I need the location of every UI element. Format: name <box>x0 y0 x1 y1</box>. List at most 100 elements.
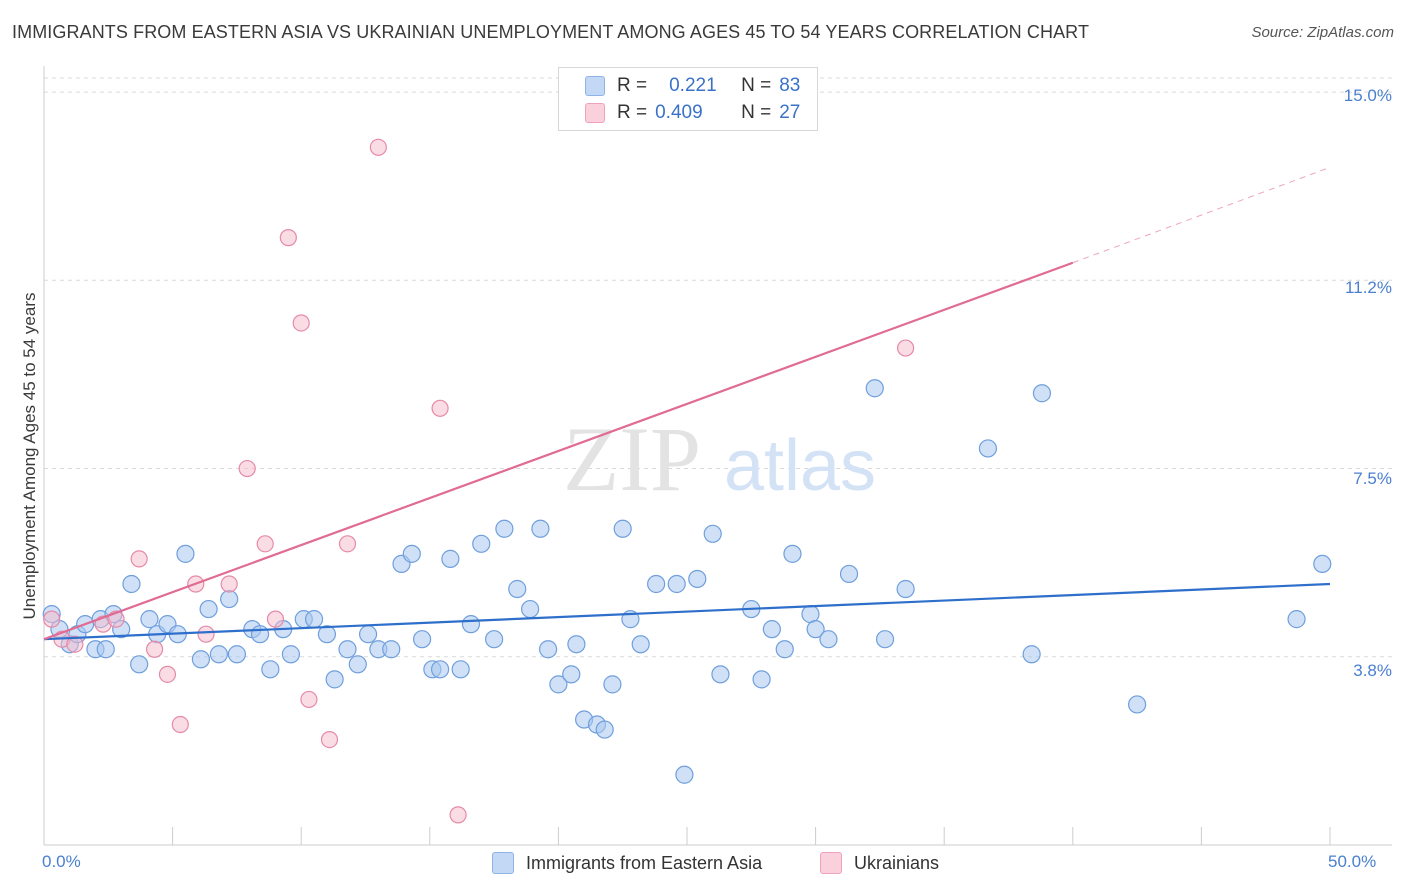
data-point-blue <box>191 650 210 669</box>
legend-n-value: 27 <box>779 102 801 123</box>
bottom-legend-swatch-pink <box>820 852 842 874</box>
data-point-pink <box>171 715 189 734</box>
data-point-pink <box>266 610 285 628</box>
watermark: ZIP atlas <box>563 408 876 510</box>
trend-line-pink <box>43 261 1074 641</box>
watermark-atlas: atlas <box>724 426 876 506</box>
data-point-blue <box>96 640 115 659</box>
data-point-blue <box>1032 384 1052 403</box>
data-point-blue <box>199 599 218 619</box>
data-point-blue <box>451 660 470 679</box>
chart-title: IMMIGRANTS FROM EASTERN ASIA VS UKRAINIA… <box>12 22 1090 42</box>
data-point-blue <box>711 665 730 684</box>
data-point-blue <box>176 544 195 563</box>
data-point-pink <box>220 575 238 593</box>
data-point-pink <box>256 535 274 553</box>
legend-swatch-pink <box>585 103 605 123</box>
data-point-pink <box>369 138 387 156</box>
data-point-pink <box>158 665 177 683</box>
data-point-blue <box>875 630 895 649</box>
data-point-blue <box>281 645 301 664</box>
data-point-blue <box>595 720 614 739</box>
data-point-blue <box>647 574 666 594</box>
bottom-legend: Immigrants from Eastern Asia Ukrainians <box>0 852 1406 876</box>
data-point-blue <box>806 620 825 639</box>
data-point-pink <box>338 535 357 553</box>
data-point-blue <box>261 660 280 679</box>
trend-lines <box>43 166 1331 641</box>
legend-r-value: 0.409 <box>655 102 703 123</box>
data-point-pink <box>145 640 164 658</box>
data-point-blue <box>978 439 998 458</box>
data-point-pink <box>449 806 467 824</box>
data-point-blue <box>317 625 337 644</box>
bottom-legend-item-blue: Immigrants from Eastern Asia <box>492 852 762 874</box>
data-point-blue <box>250 625 270 644</box>
data-point-blue <box>140 610 159 629</box>
data-point-blue <box>1022 645 1041 664</box>
data-point-pink <box>292 314 310 332</box>
y-tick-label: 7.5% <box>1353 469 1392 488</box>
y-tick-label: 3.8% <box>1353 661 1392 680</box>
data-point-blue <box>227 645 246 664</box>
legend-r-label: R = <box>617 102 648 123</box>
data-point-blue <box>703 524 722 543</box>
legend-row-pink: R = 0.409 N = 27 <box>585 100 800 126</box>
data-point-blue <box>762 620 781 639</box>
data-point-blue <box>430 660 450 679</box>
data-point-blue <box>130 655 149 674</box>
data-point-pink <box>431 399 449 417</box>
data-point-blue <box>495 519 514 538</box>
data-point-blue <box>549 675 568 694</box>
bottom-legend-label: Immigrants from Eastern Asia <box>526 852 763 873</box>
data-point-blue <box>688 569 707 589</box>
trend-line-pink-extension <box>1072 166 1331 264</box>
source-label: Source: ZipAtlas.com <box>1251 24 1394 41</box>
data-point-blue <box>508 579 527 599</box>
data-point-blue <box>402 544 421 563</box>
data-point-pink <box>238 459 256 478</box>
bottom-legend-item-pink: Ukrainians <box>820 852 939 874</box>
data-point-blue <box>819 630 838 649</box>
data-point-blue <box>382 640 401 659</box>
data-point-blue <box>461 615 481 634</box>
legend-swatch-blue <box>585 76 605 96</box>
data-point-blue <box>631 635 650 654</box>
data-point-blue <box>1127 695 1147 714</box>
data-point-blue <box>304 610 324 629</box>
data-point-blue <box>325 670 344 689</box>
data-point-blue <box>801 605 820 624</box>
data-point-blue <box>485 630 504 649</box>
data-point-pink <box>279 229 297 247</box>
data-point-pink <box>130 550 148 568</box>
bottom-legend-swatch-blue <box>492 852 514 874</box>
data-point-blue <box>752 670 771 689</box>
y-tick-label: 11.2% <box>1345 278 1392 297</box>
legend-n-label: N = <box>741 75 772 96</box>
data-point-blue <box>521 599 540 619</box>
data-point-blue <box>220 589 239 609</box>
data-point-blue <box>562 665 581 684</box>
data-point-blue <box>472 534 491 553</box>
data-point-blue <box>839 564 859 584</box>
legend: R = 0.221 N = 83 R = 0.409 N = 27 <box>558 67 818 131</box>
data-point-pink <box>897 339 915 357</box>
y-tick-label: 15.0% <box>1343 86 1392 105</box>
data-point-blue <box>1287 610 1306 629</box>
legend-r-label: R = <box>617 75 648 96</box>
data-point-blue <box>358 625 378 644</box>
legend-n-value: 83 <box>779 75 801 96</box>
legend-n-label: N = <box>741 102 772 123</box>
data-point-pink <box>66 635 84 653</box>
data-point-pink <box>320 730 339 749</box>
series-pink-points <box>43 138 915 824</box>
trend-line-blue <box>43 582 1331 641</box>
data-point-blue <box>865 379 884 398</box>
data-point-blue <box>675 765 694 784</box>
legend-row-blue: R = 0.221 N = 83 <box>585 73 800 99</box>
bottom-legend-label: Ukrainians <box>854 852 940 873</box>
data-point-blue <box>122 574 141 594</box>
legend-r-value: 0.221 <box>669 75 717 96</box>
axes <box>43 66 1392 846</box>
